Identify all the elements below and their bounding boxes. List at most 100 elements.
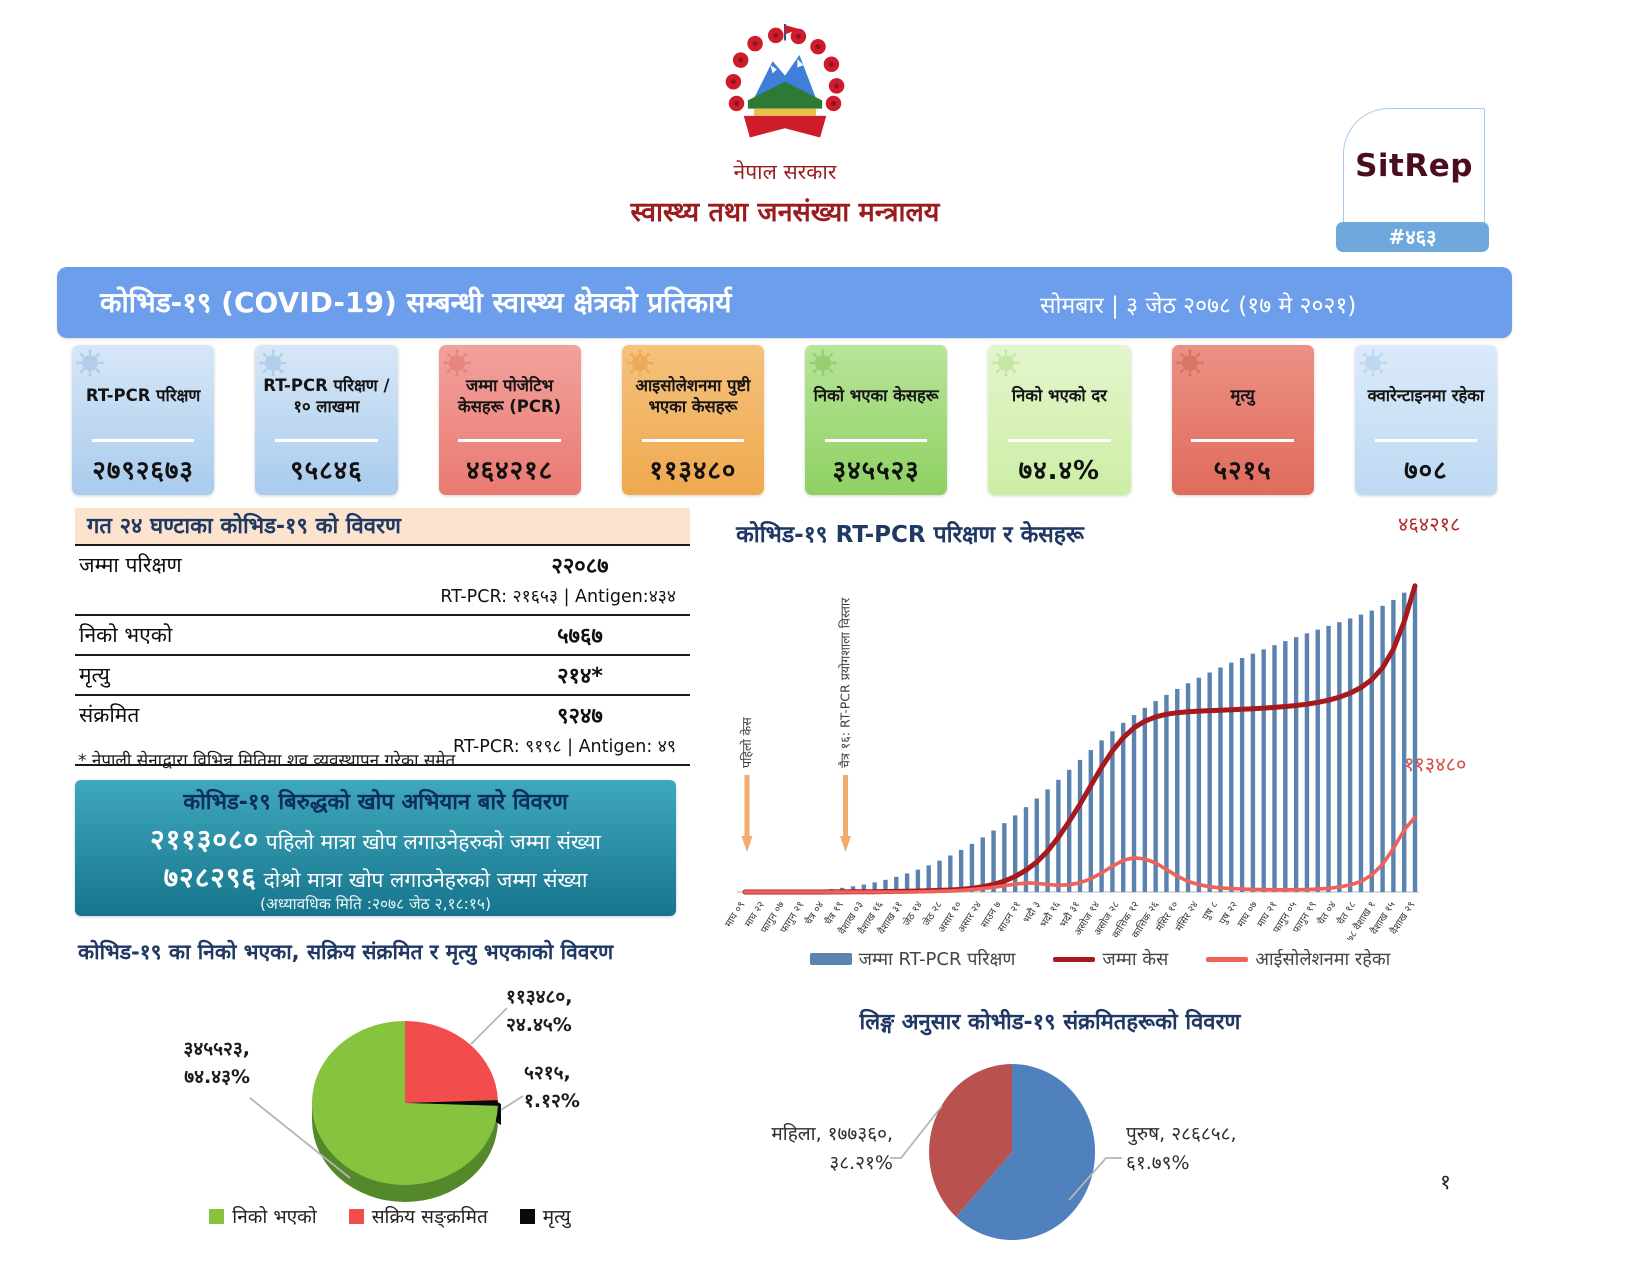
stat-card: निको भएका केसहरू ३४५५२३ (805, 345, 948, 495)
virus-icon (259, 349, 287, 377)
test-bar (1023, 807, 1029, 892)
table-row-main: संक्रमित ९२४७ (75, 696, 690, 734)
stat-card-divider (458, 439, 561, 442)
test-bar (1164, 694, 1169, 892)
daily-summary-footnote: * नेपाली सेनाद्वारा विभिन्न मितिमा शव व्… (78, 751, 456, 771)
stat-card-value: ३४५५२३ (832, 455, 920, 486)
test-bar (1175, 688, 1180, 892)
test-bar (958, 849, 964, 892)
legend-item: सक्रिय सङ्क्रमित (348, 1203, 488, 1229)
test-bar (1045, 789, 1050, 892)
vaccination-box (75, 780, 676, 916)
virus-icon (76, 349, 104, 377)
test-bar (894, 876, 899, 892)
stat-card-label: जम्मा पोजेटिभ केसहरू (PCR) (458, 375, 562, 416)
x-tick-label: पुष ८ (1201, 900, 1221, 923)
row-value: ९२४७ (557, 704, 603, 729)
legend-label: निको भएको (232, 1206, 317, 1228)
stat-card: जम्मा पोजेटिभ केसहरू (PCR) ४६४२१८ (438, 345, 581, 495)
legend-label: मृत्यु (542, 1206, 571, 1228)
sitrep-badge: SitRep (1343, 108, 1485, 224)
stat-card-divider (91, 439, 195, 442)
test-bar (1293, 637, 1299, 892)
stat-card: क्वारेन्टाइनमा रहेका ७०८ (1354, 345, 1497, 495)
annotation-text: पहिलो केस (739, 717, 754, 768)
pie-data-label: ३४५५२३, ७४.४३% (118, 1036, 251, 1091)
virus-icon (809, 349, 837, 377)
daily-summary-table: जम्मा परिक्षण २२०८७ RT-PCR: २१६५३ | Antige… (75, 546, 690, 766)
stat-card-value: ९५८४६ (290, 455, 363, 486)
pie-label-pct: ७४.४३% (184, 1065, 250, 1088)
stat-card-value: ११३४८० (649, 455, 737, 486)
stat-card-value: ५२१५ (1213, 455, 1272, 486)
sitrep-label: SitRep (1355, 148, 1473, 184)
row-subdetail: RT-PCR: २१६५३ | Antigen:४३४ (440, 587, 676, 607)
x-tick-label: जेठ १४ (901, 899, 925, 928)
test-bar (1207, 672, 1212, 892)
report-date: सोमबार | ३ जेठ २०७८ (१७ मे २०२१) (1040, 293, 1357, 319)
first-dose-value: २११३०८० (150, 823, 260, 856)
test-bar (1131, 715, 1137, 892)
test-bar (1077, 759, 1083, 892)
tests-cases-chart: माघ ०९माघ २२फागुन ०७फागुन २१चैत्र ०४चैत्… (723, 583, 1419, 940)
annotation-arrowhead (840, 836, 852, 852)
nepal-emblem (725, 24, 845, 138)
test-bar (1369, 610, 1374, 892)
test-bar (1099, 740, 1104, 892)
outcome-pie-chart (249, 1007, 524, 1202)
vaccination-second-dose: ७२८२९६ दोश्रो मात्रा खोप लगाउनेहरुको जम्… (75, 858, 676, 896)
test-bar (1229, 662, 1234, 892)
pie-data-label: पुरुष, २८६८५८, ६१.७९% (1126, 1120, 1306, 1177)
legend-label: जम्मा केस (1102, 949, 1169, 970)
stat-card: RT-PCR परिक्षण /१० लाखमा ९५८४६ (255, 345, 398, 495)
table-row: मृत्यु २१४* (75, 656, 690, 696)
test-bar (1412, 585, 1418, 892)
test-bar (1012, 815, 1018, 892)
leader-line (249, 1097, 351, 1179)
legend-item: जम्मा केस (1053, 947, 1168, 971)
table-row: निको भएको ५७६७ (75, 616, 690, 656)
test-bar (1401, 592, 1407, 892)
stat-card-label: निको भएको दर (1011, 386, 1107, 406)
stat-card-label: क्वारेन्टाइनमा रहेका (1367, 386, 1485, 406)
report-title-bar (57, 267, 1512, 338)
second-dose-value: ७२८२९६ (163, 861, 257, 894)
table-row-main: निको भएको ५७६७ (75, 616, 690, 654)
test-bar (1272, 645, 1277, 892)
leader-line (1068, 1157, 1122, 1201)
stat-card-divider (275, 439, 378, 442)
pie-slice (405, 1021, 498, 1103)
virus-icon (442, 349, 471, 377)
tests-bars (786, 585, 1418, 892)
leader-line (890, 1105, 943, 1159)
test-bar (1347, 618, 1353, 892)
legend-swatch (209, 1208, 225, 1224)
test-bar (1066, 769, 1072, 892)
vaccination-updated: (अध्यावधिक मिति :२०७८ जेठ २,१८:१५) (259, 895, 492, 913)
outcome-pie-legend: निको भएको सक्रिय सङ्क्रमित मृत्यु (90, 1203, 690, 1229)
test-bar (1380, 605, 1385, 892)
legend-swatch (519, 1208, 535, 1224)
ministry-name: स्वास्थ्य तथा जनसंख्या मन्त्रालय (630, 197, 940, 228)
stat-card-label: आइसोलेशनमा पुष्टी भएका केसहरू (635, 375, 751, 416)
first-dose-text: पहिलो मात्रा खोप लगाउनेहरुको जम्मा संख्य… (259, 830, 601, 854)
table-row: संक्रमित ९२४७ RT-PCR: ९१९८ | Antigen: ४९ (75, 696, 690, 766)
row-label: संक्रमित (79, 703, 140, 727)
legend-item: आईसोलेशनमा रहेका (1206, 947, 1390, 971)
pie-slice (405, 1100, 498, 1106)
pie-label-value: ३४५५२३, (183, 1038, 251, 1060)
second-dose-text: दोश्रो मात्रा खोप लगाउनेहरुको जम्मा संख्… (256, 868, 588, 892)
test-bar (1326, 625, 1331, 892)
gender-pie-title: लिङ्ग अनुसार कोभीड-१९ संक्रमितहरूको विवर… (859, 1010, 1241, 1035)
stat-cards-row: RT-PCR परिक्षण २७९२६७३ RT-PCR परिक्षण /१० … (72, 345, 1497, 495)
test-bar (980, 837, 985, 892)
test-bar (1315, 629, 1320, 892)
test-bar (1110, 731, 1115, 892)
report-title: कोभिड-१९ (COVID-19) सम्बन्धी स्वास्थ्य क… (100, 286, 732, 319)
legend-label: जम्मा RT-PCR परिक्षण (858, 949, 1016, 970)
test-bar (1261, 649, 1266, 892)
virus-icon (626, 349, 654, 377)
test-bar (1239, 658, 1245, 892)
legend-label: आईसोलेशनमा रहेका (1255, 949, 1391, 970)
x-tick-label: चैत ०४ (1315, 899, 1339, 927)
